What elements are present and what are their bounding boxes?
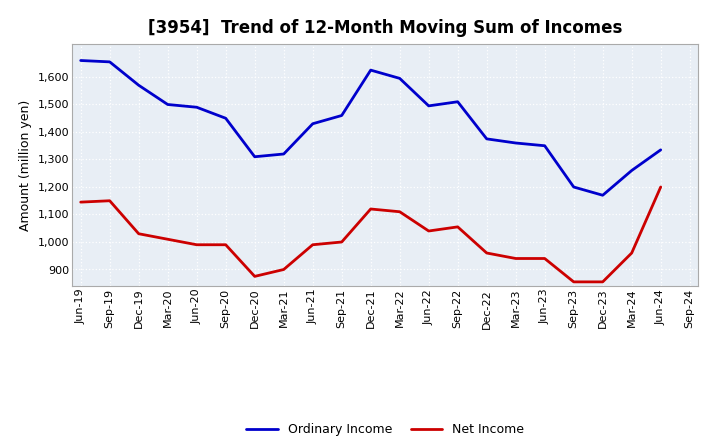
Net Income: [454, 224, 462, 230]
Ordinary Income: [570, 184, 578, 190]
Ordinary Income: [598, 193, 607, 198]
Ordinary Income: [395, 76, 404, 81]
Line: Ordinary Income: Ordinary Income: [81, 60, 661, 195]
Legend: Ordinary Income, Net Income: Ordinary Income, Net Income: [241, 418, 529, 440]
Ordinary Income: [308, 121, 317, 126]
Net Income: [135, 231, 143, 236]
Net Income: [251, 274, 259, 279]
Net Income: [511, 256, 520, 261]
Net Income: [221, 242, 230, 247]
Ordinary Income: [338, 113, 346, 118]
Ordinary Income: [221, 116, 230, 121]
Ordinary Income: [163, 102, 172, 107]
Ordinary Income: [482, 136, 491, 142]
Ordinary Income: [424, 103, 433, 109]
Net Income: [308, 242, 317, 247]
Net Income: [598, 279, 607, 285]
Net Income: [627, 250, 636, 256]
Ordinary Income: [135, 83, 143, 88]
Net Income: [192, 242, 201, 247]
Ordinary Income: [511, 140, 520, 146]
Net Income: [338, 239, 346, 245]
Net Income: [570, 279, 578, 285]
Line: Net Income: Net Income: [81, 187, 661, 282]
Net Income: [541, 256, 549, 261]
Ordinary Income: [627, 168, 636, 173]
Net Income: [366, 206, 375, 212]
Ordinary Income: [76, 58, 85, 63]
Ordinary Income: [279, 151, 288, 157]
Ordinary Income: [192, 105, 201, 110]
Net Income: [657, 184, 665, 190]
Net Income: [105, 198, 114, 203]
Ordinary Income: [657, 147, 665, 153]
Ordinary Income: [366, 67, 375, 73]
Net Income: [395, 209, 404, 214]
Net Income: [482, 250, 491, 256]
Net Income: [424, 228, 433, 234]
Net Income: [163, 237, 172, 242]
Ordinary Income: [454, 99, 462, 104]
Y-axis label: Amount (million yen): Amount (million yen): [19, 99, 32, 231]
Title: [3954]  Trend of 12-Month Moving Sum of Incomes: [3954] Trend of 12-Month Moving Sum of I…: [148, 19, 622, 37]
Ordinary Income: [541, 143, 549, 148]
Ordinary Income: [251, 154, 259, 159]
Ordinary Income: [105, 59, 114, 65]
Net Income: [279, 267, 288, 272]
Net Income: [76, 199, 85, 205]
